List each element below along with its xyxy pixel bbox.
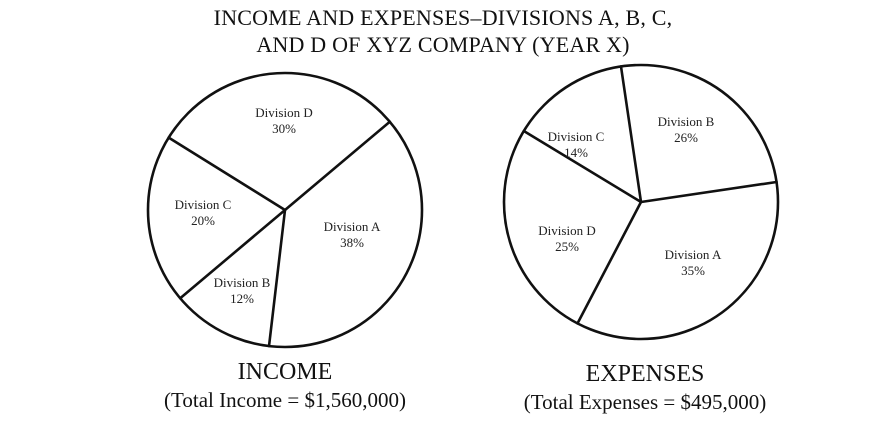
income-slice-division-d-label: Division D <box>255 105 312 120</box>
income-slice-division-b-value: 12% <box>230 291 254 306</box>
income-slice-division-b-label: Division B <box>214 275 271 290</box>
income-caption-total: (Total Income = $1,560,000) <box>164 388 406 412</box>
income-pie: Division A38% Division B12% Division C20% D… <box>146 71 424 349</box>
income-slice-division-d-boundary <box>167 136 287 212</box>
expenses-caption: EXPENSES (Total Expenses = $495,000) <box>445 360 845 416</box>
expenses-pie: Division A35% Division B26% Division C14% D… <box>502 63 780 341</box>
expenses-slice-division-d-value: 25% <box>555 239 579 254</box>
income-slice-division-a-value: 38% <box>340 235 364 250</box>
income-slice-division-c-value: 20% <box>191 213 215 228</box>
expenses-slice-division-c-boundary <box>522 129 643 204</box>
income-slice-division-a-label: Division A <box>324 219 381 234</box>
income-slice-division-a-boundary <box>283 120 392 212</box>
income-slice-division-d-value: 30% <box>272 121 296 136</box>
expenses-slice-division-a-value: 35% <box>681 263 705 278</box>
title-line-2: AND D OF XYZ COMPANY (YEAR X) <box>256 32 630 57</box>
expenses-slice-division-d-label: Division D <box>538 223 595 238</box>
title-line-1: INCOME AND EXPENSES–DIVISIONS A, B, C, <box>213 5 673 30</box>
income-caption-title: INCOME <box>237 359 333 385</box>
expenses-slice-division-a-boundary <box>639 180 778 204</box>
expenses-slice-division-b-value: 26% <box>674 130 698 145</box>
expenses-caption-title: EXPENSES <box>585 361 705 387</box>
chart-title: INCOME AND EXPENSES–DIVISIONS A, B, C, A… <box>0 4 886 58</box>
expenses-slice-division-d-boundary <box>619 65 643 204</box>
expenses-slice-division-b-label: Division B <box>658 114 715 129</box>
expenses-caption-total: (Total Expenses = $495,000) <box>523 390 767 414</box>
income-slice-division-c-boundary <box>178 208 287 300</box>
expenses-slice-division-a-label: Division A <box>665 247 722 262</box>
income-caption: INCOME (Total Income = $1,560,000) <box>85 358 485 414</box>
income-slice-division-c-label: Division C <box>175 197 232 212</box>
income-slice-division-b-boundary <box>267 208 287 348</box>
expenses-slice-division-c-value: 14% <box>564 145 588 160</box>
expenses-slice-division-b-boundary <box>576 200 643 325</box>
expenses-slice-division-c-label: Division C <box>548 129 605 144</box>
